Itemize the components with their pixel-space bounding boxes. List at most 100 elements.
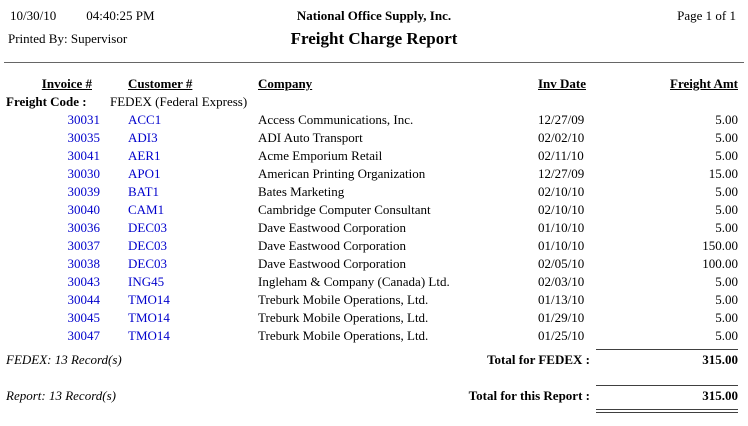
printed-by: Printed By: Supervisor — [8, 31, 128, 46]
report-record-count: Report: 13 Record(s) — [6, 388, 116, 403]
invoice-date-cell: 02/02/10 — [538, 130, 585, 145]
freight-code-value: FEDEX (Federal Express) — [110, 94, 248, 109]
freight-amount-cell: 5.00 — [715, 274, 738, 289]
freight-amount-cell: 5.00 — [715, 220, 738, 235]
table-row: 30039 BAT1 Bates Marketing 02/10/10 5.00 — [0, 184, 748, 202]
group-record-count: FEDEX: 13 Record(s) — [6, 352, 122, 367]
freight-amount-cell: 5.00 — [715, 202, 738, 217]
invoice-number-link[interactable]: 30044 — [67, 292, 101, 307]
freight-amount-cell: 5.00 — [715, 292, 738, 307]
company-name-cell: Dave Eastwood Corporation — [258, 238, 407, 253]
freight-code-label: Freight Code : — [6, 94, 87, 109]
invoice-number-link[interactable]: 30047 — [67, 328, 101, 343]
table-body: 30031 ACC1 Access Communications, Inc. 1… — [0, 112, 748, 346]
freight-amount-cell: 5.00 — [715, 112, 738, 127]
invoice-date-cell: 01/10/10 — [538, 238, 585, 253]
invoice-number-link[interactable]: 30037 — [67, 238, 101, 253]
company-name-cell: Cambridge Computer Consultant — [258, 202, 431, 217]
invoice-date-cell: 01/29/10 — [538, 310, 585, 325]
table-row: 30031 ACC1 Access Communications, Inc. 1… — [0, 112, 748, 130]
table-row: 30047 TMO14 Treburk Mobile Operations, L… — [0, 328, 748, 346]
header-divider — [4, 62, 744, 63]
report-total-double-underline — [596, 409, 738, 413]
group-total-value: 315.00 — [596, 349, 738, 368]
customer-code-link[interactable]: DEC03 — [128, 220, 167, 235]
invoice-number-link[interactable]: 30040 — [67, 202, 101, 217]
invoice-number-link[interactable]: 30030 — [67, 166, 101, 181]
table-row: 30037 DEC03 Dave Eastwood Corporation 01… — [0, 238, 748, 256]
customer-code-link[interactable]: CAM1 — [128, 202, 165, 217]
print-time: 04:40:25 PM — [86, 8, 155, 23]
company-name-cell: Bates Marketing — [258, 184, 345, 199]
table-row: 30045 TMO14 Treburk Mobile Operations, L… — [0, 310, 748, 328]
company-name-cell: Treburk Mobile Operations, Ltd. — [258, 292, 429, 307]
column-header-company: Company — [258, 76, 313, 91]
company-name-cell: Acme Emporium Retail — [258, 148, 383, 163]
invoice-date-cell: 02/03/10 — [538, 274, 585, 289]
report-total-label: Total for this Report : — [468, 388, 590, 403]
table-row: 30044 TMO14 Treburk Mobile Operations, L… — [0, 292, 748, 310]
customer-code-link[interactable]: TMO14 — [128, 310, 170, 325]
report-total-value: 315.00 — [596, 385, 738, 404]
invoice-date-cell: 02/11/10 — [538, 148, 584, 163]
table-row: 30040 CAM1 Cambridge Computer Consultant… — [0, 202, 748, 220]
company-name: National Office Supply, Inc. — [296, 8, 452, 23]
column-header-inv-date: Inv Date — [538, 76, 587, 91]
page-number: Page 1 of 1 — [677, 8, 736, 23]
company-name-cell: Treburk Mobile Operations, Ltd. — [258, 310, 429, 325]
customer-code-link[interactable]: APO1 — [128, 166, 161, 181]
group-header-row: Freight Code : FEDEX (Federal Express) — [0, 94, 748, 112]
invoice-date-cell: 02/10/10 — [538, 202, 585, 217]
column-header-customer: Customer # — [128, 76, 193, 91]
print-datetime: 10/30/10 04:40:25 PM — [10, 8, 155, 24]
table-row: 30036 DEC03 Dave Eastwood Corporation 01… — [0, 220, 748, 238]
company-name-cell: Ingleham & Company (Canada) Ltd. — [258, 274, 450, 289]
group-total-label: Total for FEDEX : — [487, 352, 590, 367]
table-row: 30030 APO1 American Printing Organizatio… — [0, 166, 748, 184]
freight-amount-cell: 100.00 — [702, 256, 738, 271]
company-name-cell: Treburk Mobile Operations, Ltd. — [258, 328, 429, 343]
freight-amount-cell: 5.00 — [715, 148, 738, 163]
invoice-number-link[interactable]: 30031 — [67, 112, 101, 127]
table-row: 30043 ING45 Ingleham & Company (Canada) … — [0, 274, 748, 292]
report-header: 10/30/10 04:40:25 PM National Office Supp… — [0, 0, 748, 63]
company-name-cell: ADI Auto Transport — [258, 130, 363, 145]
invoice-number-link[interactable]: 30035 — [67, 130, 101, 145]
customer-code-link[interactable]: TMO14 — [128, 292, 170, 307]
invoice-number-link[interactable]: 30041 — [67, 148, 101, 163]
print-date: 10/30/10 — [10, 8, 57, 23]
column-header-freight-amt: Freight Amt — [670, 76, 738, 91]
column-header-row: Invoice # Customer # Company Inv Date Fr… — [0, 76, 748, 94]
invoice-date-cell: 01/10/10 — [538, 220, 585, 235]
invoice-number-link[interactable]: 30045 — [67, 310, 101, 325]
customer-code-link[interactable]: ACC1 — [128, 112, 162, 127]
customer-code-link[interactable]: TMO14 — [128, 328, 170, 343]
customer-code-link[interactable]: AER1 — [128, 148, 161, 163]
invoice-date-cell: 01/13/10 — [538, 292, 585, 307]
freight-amount-cell: 5.00 — [715, 130, 738, 145]
invoice-number-link[interactable]: 30036 — [67, 220, 101, 235]
customer-code-link[interactable]: ING45 — [128, 274, 165, 289]
company-name-cell: American Printing Organization — [258, 166, 426, 181]
invoice-number-link[interactable]: 30039 — [67, 184, 101, 199]
company-name-cell: Access Communications, Inc. — [258, 112, 414, 127]
customer-code-link[interactable]: DEC03 — [128, 238, 167, 253]
customer-code-link[interactable]: ADI3 — [128, 130, 158, 145]
customer-code-link[interactable]: DEC03 — [128, 256, 167, 271]
table-row: 30038 DEC03 Dave Eastwood Corporation 02… — [0, 256, 748, 274]
freight-amount-cell: 5.00 — [715, 184, 738, 199]
invoice-date-cell: 12/27/09 — [538, 166, 585, 181]
invoice-date-cell: 12/27/09 — [538, 112, 585, 127]
invoice-number-link[interactable]: 30043 — [67, 274, 101, 289]
table-row: 30035 ADI3 ADI Auto Transport 02/02/10 5… — [0, 130, 748, 148]
freight-amount-cell: 5.00 — [715, 310, 738, 325]
report-title: Freight Charge Report — [290, 29, 458, 48]
freight-amount-cell: 150.00 — [702, 238, 738, 253]
invoice-date-cell: 02/05/10 — [538, 256, 585, 271]
invoice-date-cell: 02/10/10 — [538, 184, 585, 199]
report-footer-row: Report: 13 Record(s) Total for this Repo… — [0, 385, 748, 404]
customer-code-link[interactable]: BAT1 — [128, 184, 160, 199]
invoice-number-link[interactable]: 30038 — [67, 256, 101, 271]
freight-amount-cell: 5.00 — [715, 328, 738, 343]
